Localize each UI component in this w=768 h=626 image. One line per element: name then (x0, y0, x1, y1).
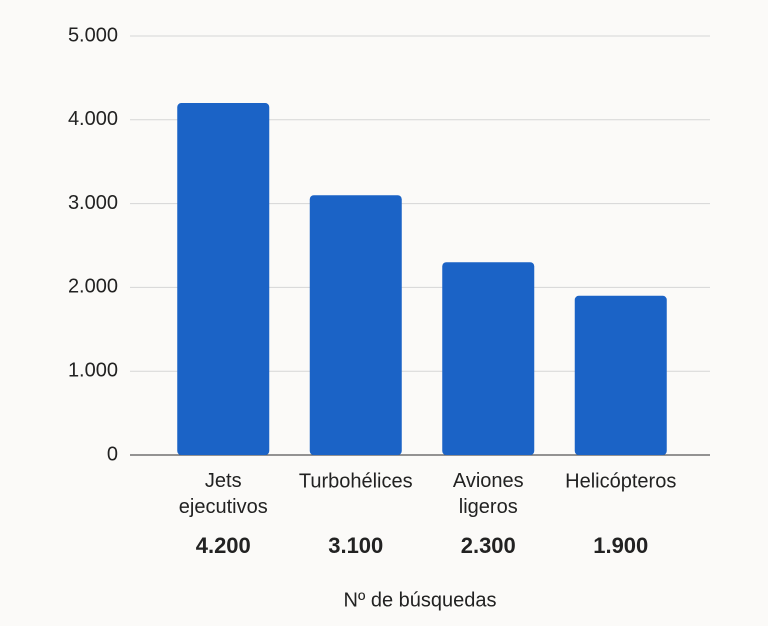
bar (309, 195, 402, 455)
y-tick-label: 0 (107, 443, 118, 465)
y-tick-label: 5.000 (68, 24, 118, 46)
bar (177, 103, 270, 455)
bar (574, 295, 667, 455)
y-tick-label: 4.000 (68, 108, 118, 130)
value-label: 2.300 (461, 533, 516, 558)
value-label: 3.100 (328, 533, 383, 558)
x-tick-label: Jets ejecutivos (179, 470, 268, 518)
y-tick-label: 3.000 (68, 192, 118, 214)
y-tick-label: 1.000 (68, 359, 118, 381)
y-tick-label: 2.000 (68, 276, 118, 298)
bar (442, 262, 535, 455)
value-label: 4.200 (196, 533, 251, 558)
value-label: 1.900 (593, 533, 648, 558)
x-axis-label: Nº de búsquedas (344, 589, 497, 611)
x-tick-label: Turbohélices (299, 470, 413, 492)
x-tick-label: Aviones ligeros (453, 470, 524, 518)
x-tick-label: Helicópteros (565, 470, 676, 492)
